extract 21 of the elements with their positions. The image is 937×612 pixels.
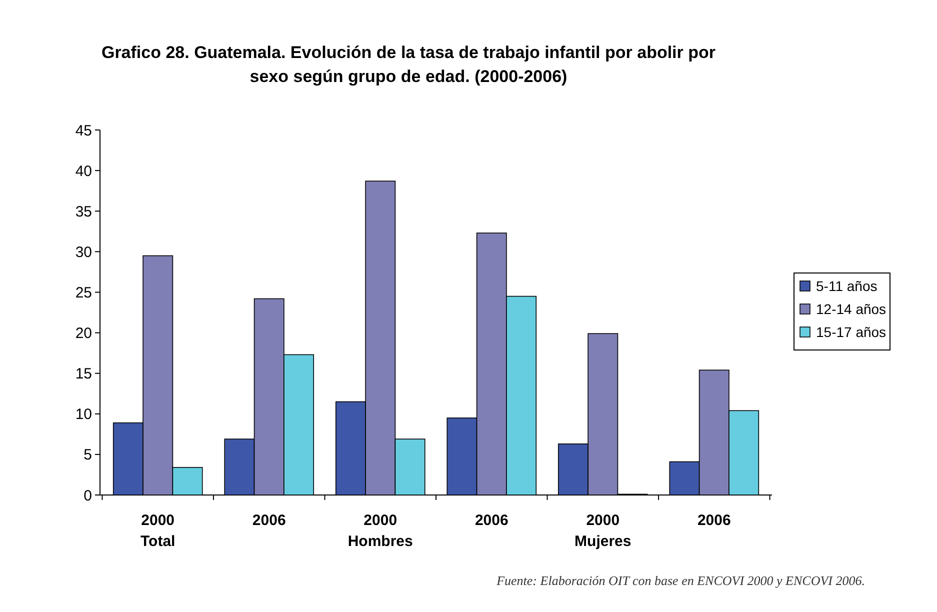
y-tick-label: 10: [75, 406, 92, 424]
legend-label: 12-14 años: [816, 300, 886, 317]
y-tick-label: 30: [75, 244, 92, 261]
y-tick-label: 35: [75, 203, 92, 220]
x-tick-label: 2000 Mujeres: [574, 512, 632, 550]
y-tick-label: 40: [75, 162, 92, 180]
x-tick-label: 2006: [697, 512, 731, 529]
y-tick-label: 15: [75, 366, 92, 383]
source-note: Fuente: Elaboración OIT con base en ENCOVI 2000 y ENCOVI 2006.: [496, 573, 865, 588]
y-tick-label: 20: [75, 325, 92, 342]
y-tick-label: 0: [84, 487, 92, 504]
x-tick-label: 2000 Hombres: [348, 512, 413, 550]
y-tick-label: 45: [75, 122, 92, 140]
y-tick-label: 5: [84, 446, 92, 464]
y-tick-label: 25: [75, 284, 92, 302]
chart-title: Grafico 28. Guatemala. Evolución de la tasa de trabajo infantil por abolir por sexo según grupo de edad. (2000-2006): [101, 43, 716, 86]
x-tick-label: 2006: [252, 512, 286, 529]
x-tick-label: 2006: [474, 512, 508, 529]
legend-label: 5-11 años: [816, 278, 878, 294]
legend-label: 15-17 años: [816, 324, 886, 340]
x-tick-label: 2000 Total: [140, 512, 176, 550]
